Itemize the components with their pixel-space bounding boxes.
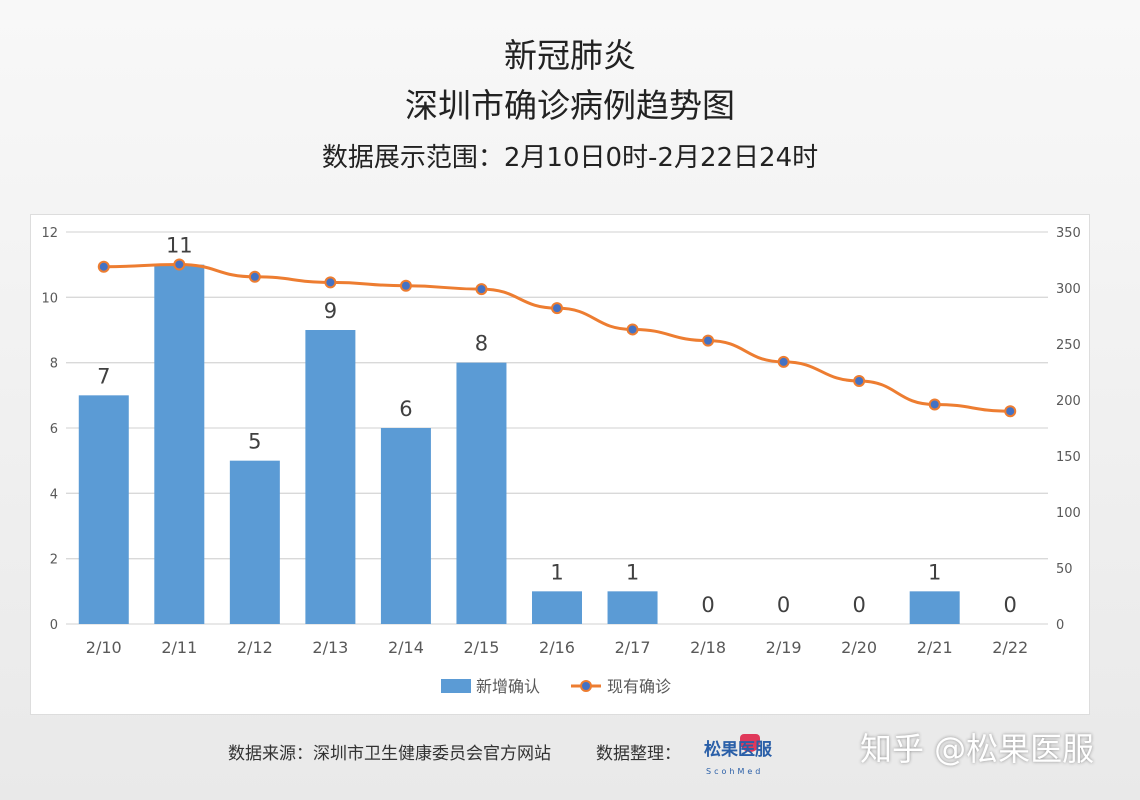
line-point <box>928 398 941 411</box>
line-point <box>626 323 639 336</box>
line-point <box>248 270 261 283</box>
right-axis-tick: 250 <box>1056 338 1081 353</box>
watermark: 知乎 @松果医服 <box>860 730 1095 768</box>
x-axis-tick: 2/16 <box>539 638 575 657</box>
right-axis-tick: 150 <box>1056 450 1081 465</box>
line-point <box>324 276 337 289</box>
bar <box>532 591 582 624</box>
line-point <box>551 302 563 315</box>
bar-data-label: 1 <box>626 560 639 584</box>
chart-title-line2: 深圳市确诊病例趋势图 <box>405 86 735 125</box>
x-axis-tick: 2/22 <box>992 638 1028 657</box>
bar-data-label: 6 <box>399 397 412 421</box>
scohmed-logo: 松果医服 ScohMed <box>704 728 804 788</box>
bar-data-label: 9 <box>324 299 337 323</box>
right-axis-tick: 100 <box>1056 506 1081 521</box>
bar-data-label: 0 <box>852 593 865 617</box>
legend-line-marker <box>580 680 592 692</box>
right-axis-tick: 50 <box>1056 562 1073 577</box>
left-axis-tick: 10 <box>41 291 58 306</box>
chart-title: 新冠肺炎 <box>504 36 636 75</box>
x-axis-tick: 2/12 <box>237 638 273 657</box>
logo-subtext: ScohMed <box>706 767 764 776</box>
bar-data-label: 11 <box>166 234 193 258</box>
bar <box>909 591 960 624</box>
x-axis-tick: 2/19 <box>766 638 802 657</box>
line-point <box>97 260 110 273</box>
x-axis-tick: 2/20 <box>841 638 877 657</box>
line-point <box>475 283 488 296</box>
logo-cup-icon <box>740 734 760 752</box>
legend-bar-label: 新增确认 <box>476 677 540 696</box>
line-point <box>777 355 790 368</box>
chart-area: 0 2 4 6 8 10 12 0 50 100 150 200 250 300 350 2/10 2/11 2/… <box>30 214 1090 715</box>
line-series <box>103 262 1011 413</box>
left-axis-tick: 8 <box>50 357 58 372</box>
bar <box>78 395 129 624</box>
bar-data-label: 1 <box>550 560 563 584</box>
bar-data-label: 5 <box>248 430 261 454</box>
right-axis-tick: 350 <box>1056 226 1081 241</box>
logo-text: 松果医服 <box>704 740 772 760</box>
left-axis-tick: 4 <box>50 487 58 502</box>
x-axis-tick: 2/13 <box>312 638 348 657</box>
left-axis-tick: 0 <box>50 618 58 633</box>
line-point <box>1004 405 1017 418</box>
x-axis-tick: 2/21 <box>917 638 953 657</box>
right-axis-tick: 0 <box>1056 618 1064 633</box>
x-axis-tick: 2/11 <box>161 638 197 657</box>
chart-subtitle: 数据展示范围：2月10日0时-2月22日24时 <box>321 143 819 173</box>
x-axis-tick: 2/18 <box>690 638 726 657</box>
line-point <box>853 374 866 387</box>
bar-data-label: 7 <box>97 364 110 388</box>
right-axis-tick: 200 <box>1056 394 1081 409</box>
x-axis-tick: 2/17 <box>615 638 651 657</box>
bar <box>607 591 658 624</box>
bar-data-label: 0 <box>1004 593 1017 617</box>
line-point <box>173 258 186 271</box>
right-axis-tick: 300 <box>1056 282 1081 297</box>
x-axis-tick: 2/15 <box>463 638 499 657</box>
line-point <box>702 334 715 347</box>
bar <box>305 330 356 624</box>
data-organizer-label: 数据整理： <box>596 744 681 764</box>
legend-line-label: 现有确诊 <box>607 677 671 696</box>
bar-data-label: 0 <box>777 593 790 617</box>
left-axis-tick: 2 <box>50 553 58 568</box>
left-axis-tick: 12 <box>41 226 58 241</box>
bar <box>229 460 280 624</box>
bar-data-label: 1 <box>928 560 941 584</box>
bar <box>154 264 205 624</box>
x-axis-tick: 2/14 <box>388 638 424 657</box>
bar <box>380 428 431 624</box>
left-axis-tick: 6 <box>50 422 58 437</box>
line-point <box>399 279 412 292</box>
bar-data-label: 8 <box>475 332 488 356</box>
x-axis-tick: 2/10 <box>86 638 122 657</box>
bar <box>456 362 507 624</box>
bar-data-label: 0 <box>701 593 714 617</box>
legend-bar-swatch <box>441 679 471 693</box>
data-source: 数据来源：深圳市卫生健康委员会官方网站 <box>228 744 551 764</box>
